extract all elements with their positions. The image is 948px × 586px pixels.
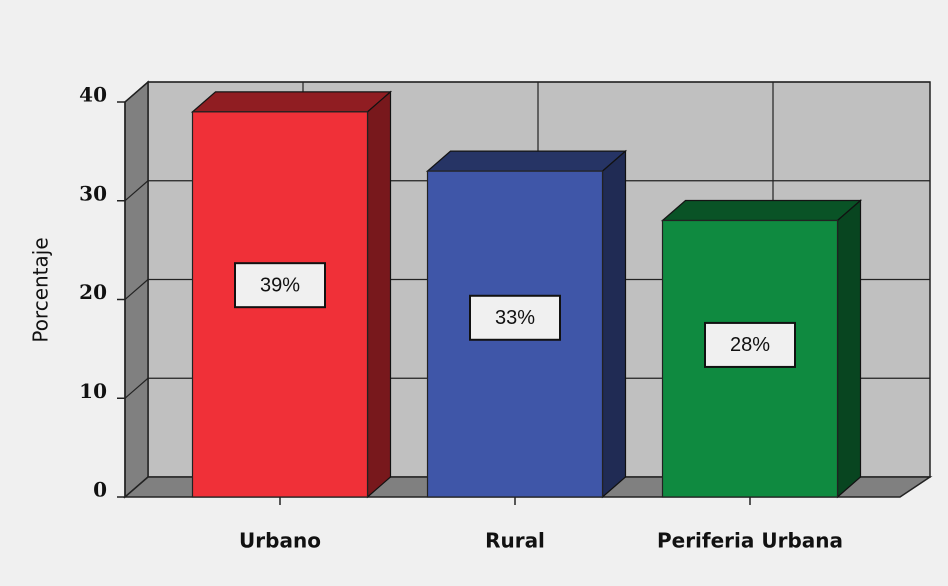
x-tick-label: Periferia Urbana (657, 529, 843, 553)
grid-line (124, 279, 149, 300)
x-tick-label: Urbano (239, 529, 321, 553)
grid-line (124, 81, 149, 103)
value-label-box (469, 294, 561, 341)
bar-top (425, 150, 628, 172)
y-tick-label: 0 (93, 478, 107, 502)
y-tick-label: 20 (79, 280, 107, 304)
bar-side (601, 149, 627, 499)
x-tick-label: Rural (485, 529, 545, 553)
y-tick-label: 30 (79, 181, 107, 205)
value-label: 33% (495, 307, 535, 329)
bar-top (190, 91, 393, 113)
value-label-box (234, 262, 326, 309)
value-label: 28% (730, 334, 770, 356)
value-label: 39% (260, 274, 300, 296)
grid-line (124, 180, 149, 202)
value-label-box (704, 321, 796, 368)
y-tick-label: 10 (79, 379, 107, 403)
y-axis-label: Porcentaje (29, 237, 53, 342)
bar-top (660, 199, 863, 222)
bar-side (366, 90, 392, 499)
y-tick-label: 40 (79, 83, 107, 107)
bar-side (836, 199, 862, 499)
grid-line (124, 377, 149, 399)
